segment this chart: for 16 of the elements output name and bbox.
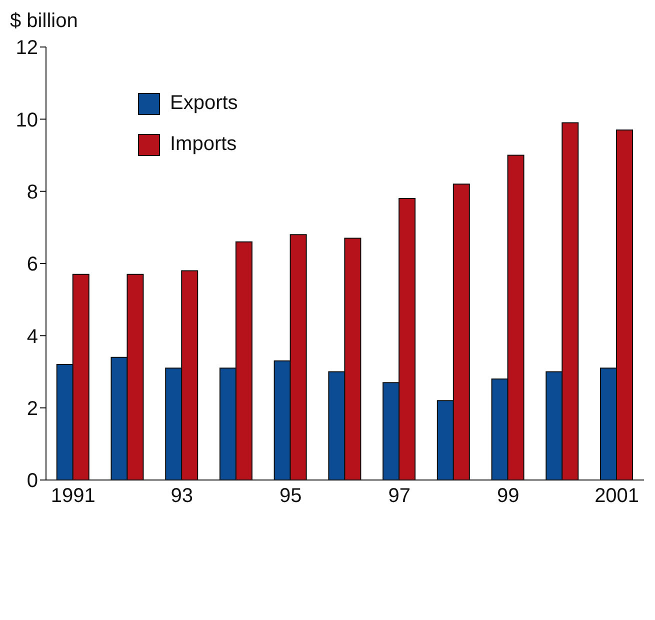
y-tick-label: 0 [26, 470, 38, 492]
x-tick-label: 97 [388, 485, 410, 508]
y-tick-label: 8 [26, 181, 38, 204]
x-tick-label: 99 [496, 485, 520, 508]
y-tick-label: 4 [26, 326, 38, 348]
x-tick-label: 1991 [50, 485, 96, 508]
legend-label: Exports [170, 92, 238, 115]
x-tick-label: 2001 [594, 485, 640, 508]
x-tick-label: 95 [280, 485, 302, 508]
x-tick-label: 93 [170, 485, 194, 508]
y-axis-title: $ billion [10, 10, 78, 33]
y-tick-label: 2 [26, 398, 38, 420]
y-tick-label: 6 [26, 254, 38, 276]
y-tick-label: 12 [16, 37, 38, 60]
y-tick-label: 10 [16, 109, 38, 132]
legend-label: Imports [170, 133, 237, 156]
